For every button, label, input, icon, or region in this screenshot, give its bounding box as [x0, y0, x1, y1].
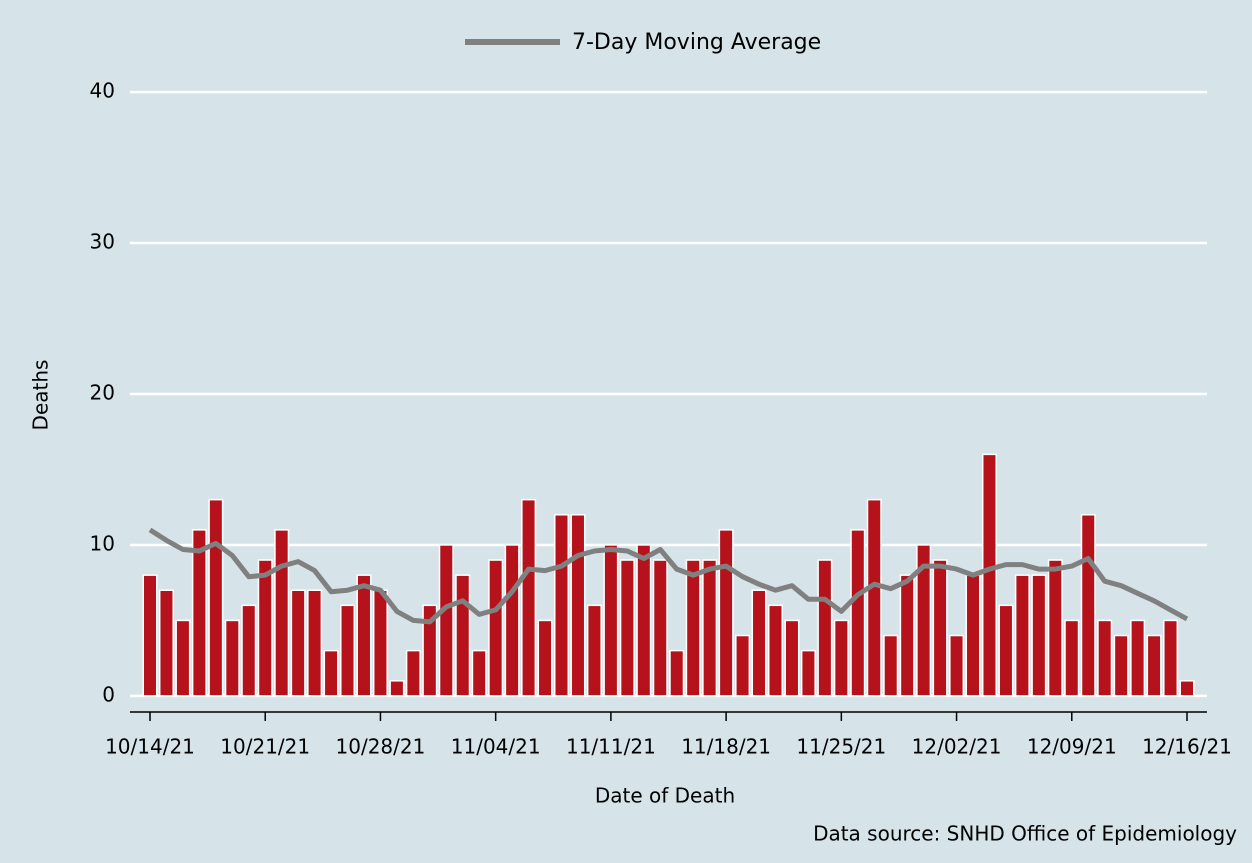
bar [586, 604, 602, 697]
bar [570, 514, 586, 697]
bar [537, 619, 553, 697]
x-tick-label: 11/25/21 [796, 735, 886, 759]
x-tick-label: 10/14/21 [105, 735, 195, 759]
bar [1130, 619, 1146, 697]
x-tick-label: 11/04/21 [451, 735, 541, 759]
bar [389, 680, 405, 697]
bar [998, 604, 1014, 697]
bar [372, 589, 388, 697]
bar [142, 574, 158, 697]
bar [158, 589, 174, 697]
bar [981, 453, 997, 697]
bar [438, 544, 454, 697]
x-tick-label: 12/09/21 [1027, 735, 1117, 759]
bar [702, 559, 718, 697]
bar [307, 589, 323, 697]
bar [340, 604, 356, 697]
bar [965, 574, 981, 697]
y-tick-label: 30 [90, 230, 115, 254]
bar [619, 559, 635, 697]
bar [800, 649, 816, 697]
legend-label: 7-Day Moving Average [572, 30, 821, 55]
bar [224, 619, 240, 697]
bar [784, 619, 800, 697]
y-tick-label: 20 [90, 381, 115, 405]
y-tick-label: 0 [102, 682, 115, 706]
x-tick-label: 12/16/21 [1142, 735, 1232, 759]
y-tick-label: 40 [90, 79, 115, 103]
bar [274, 529, 290, 697]
bar [356, 574, 372, 697]
bar [932, 559, 948, 697]
bar [1031, 574, 1047, 697]
bar [916, 544, 932, 697]
bar [504, 544, 520, 697]
bar [636, 544, 652, 697]
bar [685, 559, 701, 697]
bar [1014, 574, 1030, 697]
bar [323, 649, 339, 697]
bar [1047, 559, 1063, 697]
bar [1113, 634, 1129, 697]
bar [669, 649, 685, 697]
bar [422, 604, 438, 697]
bar [1146, 634, 1162, 697]
bar [883, 634, 899, 697]
x-tick-label: 12/02/21 [912, 735, 1002, 759]
bar [554, 514, 570, 697]
bar [1064, 619, 1080, 697]
source-note: Data source: SNHD Office of Epidemiology [813, 822, 1237, 846]
x-tick-label: 11/18/21 [681, 735, 771, 759]
bar [405, 649, 421, 697]
x-tick-label: 10/28/21 [336, 735, 426, 759]
bar [899, 574, 915, 697]
bar [949, 634, 965, 697]
moving-average-line [148, 527, 1189, 625]
x-tick-label: 11/11/21 [566, 735, 656, 759]
bar [833, 619, 849, 697]
bar [817, 559, 833, 697]
bar [1097, 619, 1113, 697]
bar [488, 559, 504, 697]
bar [471, 649, 487, 697]
bar [455, 574, 471, 697]
bar [208, 498, 224, 697]
bar [241, 604, 257, 697]
bar [175, 619, 191, 697]
bar [603, 544, 619, 697]
bar [751, 589, 767, 697]
bar [521, 498, 537, 697]
bar [767, 604, 783, 697]
y-axis-title: Deaths [29, 360, 53, 431]
x-axis-title: Date of Death [595, 784, 735, 808]
bar [191, 529, 207, 697]
y-tick-label: 10 [90, 531, 115, 555]
bar [866, 498, 882, 697]
bar [850, 529, 866, 697]
bar [735, 634, 751, 697]
bar [652, 559, 668, 697]
bar [1163, 619, 1179, 697]
bar [718, 529, 734, 697]
bar [290, 589, 306, 697]
bar [1080, 514, 1096, 697]
x-tick-label: 10/21/21 [220, 735, 310, 759]
bar [1179, 680, 1195, 697]
bar [257, 559, 273, 697]
